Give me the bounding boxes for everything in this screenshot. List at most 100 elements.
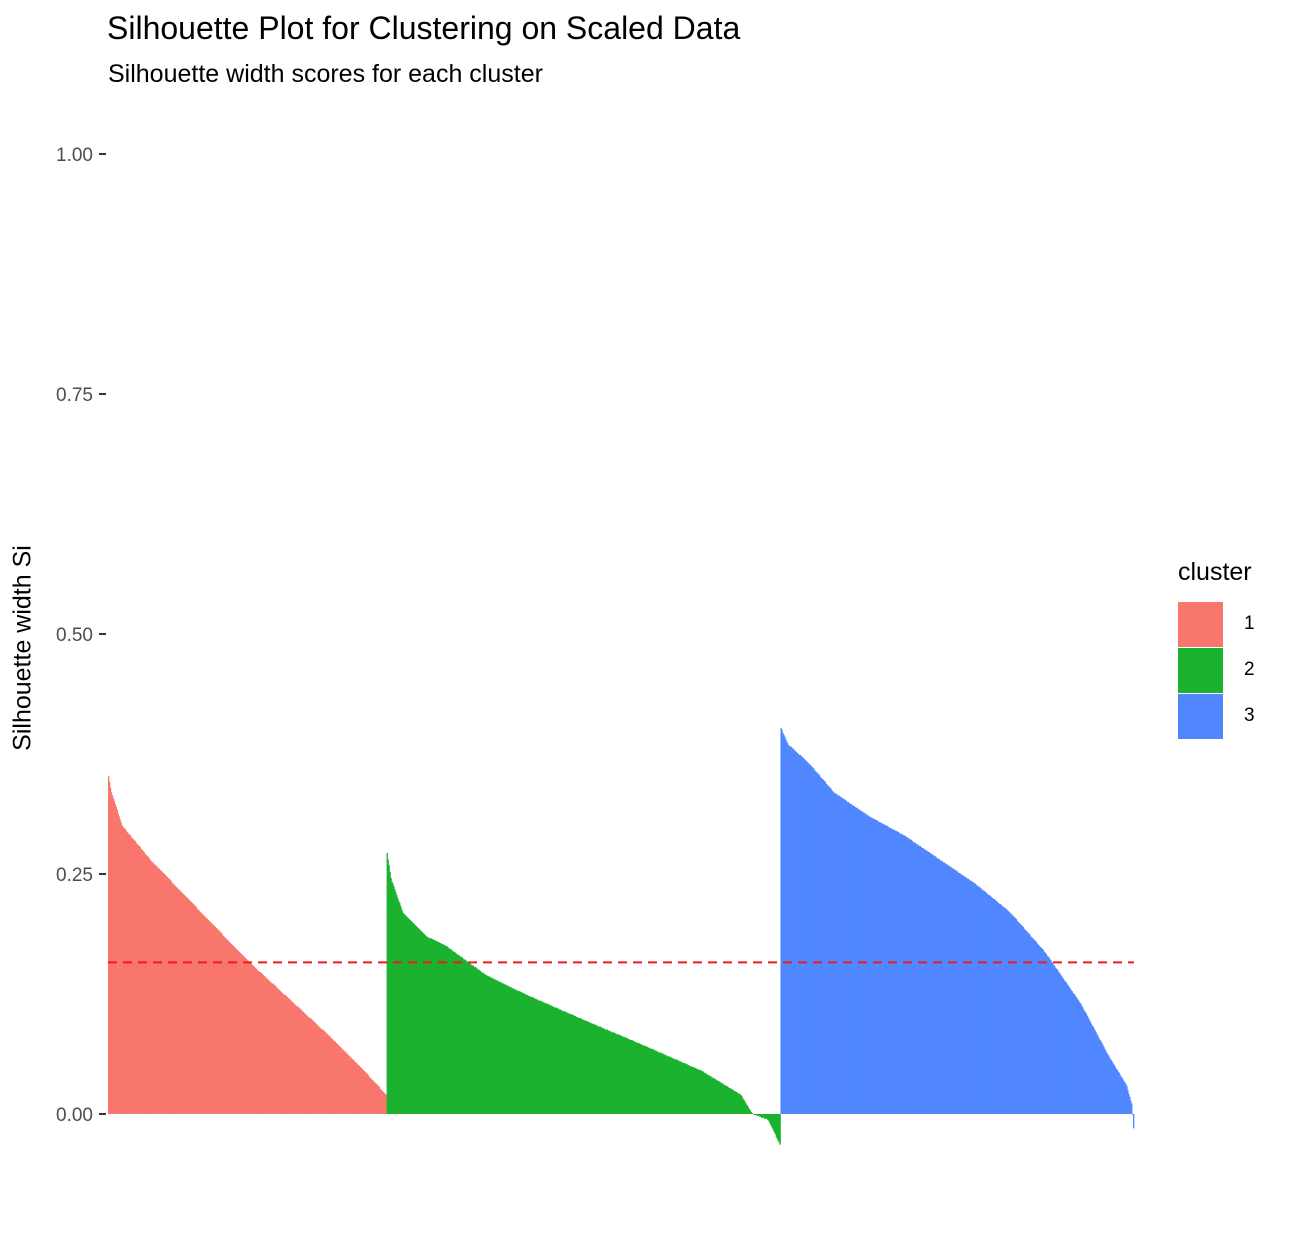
silhouette-bar-cluster-3 — [1128, 1093, 1130, 1114]
silhouette-bar-cluster-3 — [973, 882, 975, 1114]
silhouette-bar-cluster-2 — [697, 1069, 700, 1114]
silhouette-bar-cluster-1 — [253, 966, 255, 1114]
silhouette-bar-cluster-2 — [745, 1104, 748, 1114]
silhouette-bar-cluster-2 — [544, 1002, 546, 1114]
silhouette-bar-cluster-3 — [838, 795, 840, 1114]
silhouette-bar-cluster-1 — [307, 1017, 310, 1114]
silhouette-bar-cluster-2 — [417, 927, 419, 1114]
silhouette-bar-cluster-2 — [392, 883, 394, 1114]
y-tick-label: 0.25 — [56, 865, 93, 886]
silhouette-bar-cluster-2 — [723, 1085, 726, 1114]
silhouette-bar-cluster-3 — [933, 855, 935, 1114]
silhouette-bar-cluster-1 — [155, 865, 157, 1114]
silhouette-bar-cluster-3 — [816, 772, 818, 1114]
silhouette-bar-cluster-2 — [650, 1048, 653, 1114]
silhouette-bar-cluster-3 — [785, 739, 787, 1114]
silhouette-bar-cluster-2 — [424, 934, 426, 1114]
silhouette-bar-cluster-2 — [436, 941, 438, 1114]
silhouette-bar-cluster-2 — [634, 1042, 636, 1114]
silhouette-bar-cluster-2 — [503, 984, 506, 1114]
silhouette-bar-cluster-1 — [231, 945, 234, 1114]
silhouette-bar-cluster-2 — [762, 1114, 764, 1118]
silhouette-bar-cluster-3 — [1033, 939, 1035, 1114]
silhouette-bar-cluster-3 — [971, 881, 973, 1114]
silhouette-bar-cluster-1 — [264, 976, 266, 1114]
silhouette-bar-cluster-1 — [217, 929, 219, 1114]
y-tick-label: 1.00 — [56, 145, 93, 166]
silhouette-bar-cluster-1 — [113, 801, 116, 1114]
silhouette-bar-cluster-3 — [987, 894, 989, 1114]
silhouette-bar-cluster-1 — [259, 971, 262, 1114]
silhouette-bar-cluster-2 — [664, 1054, 666, 1114]
silhouette-bar-cluster-2 — [674, 1059, 677, 1114]
silhouette-bar-cluster-3 — [1109, 1059, 1112, 1114]
silhouette-bar-cluster-1 — [331, 1039, 334, 1114]
silhouette-bar-cluster-3 — [922, 848, 924, 1114]
silhouette-bar-cluster-3 — [787, 743, 789, 1114]
silhouette-bar-cluster-3 — [877, 821, 879, 1114]
silhouette-bar-cluster-2 — [491, 977, 493, 1114]
silhouette-bar-cluster-2 — [578, 1018, 581, 1114]
silhouette-bar-cluster-1 — [142, 850, 144, 1114]
silhouette-bar-cluster-2 — [426, 937, 429, 1114]
silhouette-bar-cluster-2 — [506, 985, 508, 1114]
silhouette-bar-cluster-3 — [999, 903, 1001, 1114]
silhouette-bar-cluster-3 — [1011, 914, 1013, 1114]
silhouette-bar-cluster-3 — [931, 853, 933, 1114]
silhouette-bar-cluster-3 — [840, 797, 842, 1114]
silhouette-bar-cluster-3 — [1073, 994, 1075, 1114]
silhouette-bar-cluster-1 — [252, 965, 254, 1114]
silhouette-bar-cluster-1 — [368, 1076, 370, 1114]
silhouette-bar-cluster-2 — [621, 1036, 623, 1114]
silhouette-bar-cluster-2 — [758, 1114, 760, 1116]
silhouette-bar-cluster-3 — [900, 833, 902, 1114]
silhouette-bar-cluster-2 — [528, 995, 531, 1114]
legend-item-cluster-2: 2 — [1178, 647, 1255, 693]
silhouette-bar-cluster-1 — [212, 924, 215, 1114]
silhouette-bar-cluster-2 — [599, 1026, 602, 1114]
silhouette-bar-cluster-3 — [955, 870, 957, 1114]
silhouette-bar-cluster-2 — [742, 1097, 744, 1114]
silhouette-bar-cluster-3 — [1115, 1068, 1118, 1114]
silhouette-bar-cluster-2 — [407, 918, 410, 1114]
silhouette-bar-cluster-3 — [884, 825, 886, 1114]
silhouette-bar-cluster-1 — [346, 1053, 348, 1114]
silhouette-bar-cluster-1 — [283, 994, 286, 1114]
silhouette-bar-cluster-3 — [837, 795, 839, 1114]
silhouette-bar-cluster-2 — [764, 1114, 766, 1119]
silhouette-bar-cluster-2 — [562, 1011, 564, 1114]
silhouette-bar-cluster-2 — [623, 1037, 626, 1114]
silhouette-bar-cluster-1 — [192, 903, 194, 1114]
silhouette-bar-cluster-1 — [121, 825, 123, 1114]
silhouette-bar-cluster-2 — [721, 1083, 724, 1114]
silhouette-bar-cluster-1 — [157, 868, 160, 1114]
silhouette-bar-cluster-3 — [951, 868, 953, 1114]
silhouette-bar-cluster-3 — [803, 758, 805, 1114]
silhouette-bar-cluster-3 — [963, 876, 966, 1114]
silhouette-bar-cluster-2 — [420, 930, 422, 1114]
silhouette-bar-cluster-3 — [819, 777, 822, 1114]
silhouette-bar-cluster-3 — [974, 883, 976, 1114]
silhouette-bar-cluster-3 — [979, 887, 981, 1114]
silhouette-bar-cluster-1 — [171, 882, 173, 1114]
silhouette-bar-cluster-1 — [149, 859, 151, 1114]
silhouette-bar-cluster-3 — [875, 820, 877, 1114]
silhouette-bar-cluster-2 — [545, 1003, 547, 1114]
silhouette-bar-cluster-3 — [988, 895, 991, 1114]
silhouette-bar-cluster-3 — [938, 858, 940, 1114]
silhouette-bar-cluster-2 — [595, 1024, 597, 1114]
silhouette-bar-cluster-3 — [899, 833, 901, 1114]
silhouette-bar-cluster-2 — [581, 1018, 583, 1114]
silhouette-bar-cluster-2 — [541, 1001, 543, 1114]
silhouette-bar-cluster-1 — [275, 986, 277, 1114]
silhouette-bar-cluster-1 — [194, 905, 196, 1114]
silhouette-bar-cluster-1 — [109, 787, 112, 1114]
silhouette-bar-cluster-1 — [359, 1066, 362, 1114]
silhouette-bar-cluster-1 — [355, 1063, 358, 1114]
silhouette-bar-cluster-1 — [302, 1011, 304, 1114]
silhouette-bar-cluster-3 — [929, 852, 931, 1114]
legend-swatch — [1178, 647, 1223, 693]
silhouette-bar-cluster-2 — [470, 964, 472, 1114]
silhouette-bar-cluster-1 — [273, 984, 275, 1114]
silhouette-bar-cluster-1 — [297, 1006, 299, 1114]
